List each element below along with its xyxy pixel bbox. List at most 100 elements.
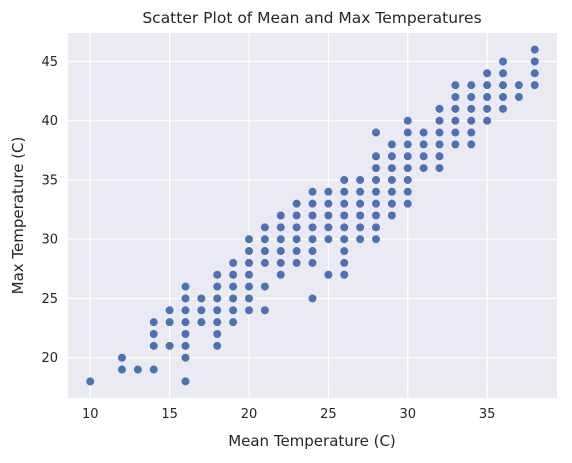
data-point [308,294,317,303]
data-point [213,294,222,303]
data-point [403,128,412,137]
data-point [483,104,492,113]
data-point [260,306,269,315]
data-point [308,247,317,256]
data-point [292,247,301,256]
data-point [117,365,126,374]
data-point [292,223,301,232]
data-point [451,140,460,149]
data-point [499,81,508,90]
data-point [530,81,539,90]
y-tick-labels: 20 25 30 35 40 45 [41,55,58,366]
data-point [324,223,333,232]
x-tick-label: 10 [82,407,99,422]
x-tick-label: 30 [399,407,416,422]
data-point [165,341,174,350]
data-point [340,223,349,232]
data-point [276,211,285,220]
data-point [372,152,381,161]
data-point [387,211,396,220]
data-point [260,282,269,291]
data-point [213,306,222,315]
data-point [387,187,396,196]
data-point [435,116,444,125]
data-point [356,175,365,184]
data-point [530,69,539,78]
data-point [467,140,476,149]
data-point [356,187,365,196]
data-point [340,211,349,220]
data-point [467,92,476,101]
data-points [86,45,539,386]
data-point [292,258,301,267]
data-point [133,365,142,374]
data-point [483,81,492,90]
data-point [149,365,158,374]
data-point [181,341,190,350]
data-point [213,330,222,339]
data-point [530,57,539,66]
data-point [276,258,285,267]
data-point [229,306,238,315]
data-point [403,199,412,208]
data-point [483,69,492,78]
data-point [260,235,269,244]
data-point [435,104,444,113]
data-point [181,353,190,362]
data-point [308,187,317,196]
data-point [213,318,222,327]
data-point [372,164,381,173]
data-point [276,270,285,279]
data-point [403,152,412,161]
data-point [356,223,365,232]
data-point [260,223,269,232]
y-tick-label: 20 [41,351,58,366]
data-point [308,258,317,267]
data-point [514,92,523,101]
data-point [403,175,412,184]
data-point [340,175,349,184]
data-point [499,92,508,101]
data-point [356,211,365,220]
data-point [451,116,460,125]
x-tick-label: 20 [241,407,258,422]
data-point [403,140,412,149]
data-point [483,116,492,125]
data-point [372,175,381,184]
data-point [229,270,238,279]
data-point [244,247,253,256]
data-point [292,199,301,208]
data-point [244,258,253,267]
data-point [387,175,396,184]
data-point [197,318,206,327]
data-point [292,235,301,244]
data-point [229,282,238,291]
data-point [149,318,158,327]
data-point [213,341,222,350]
grid-lines [68,33,557,398]
data-point [181,306,190,315]
data-point [197,294,206,303]
x-axis-label: Mean Temperature (C) [228,432,396,450]
data-point [435,128,444,137]
data-point [292,211,301,220]
data-point [181,282,190,291]
data-point [324,235,333,244]
data-point [435,164,444,173]
data-point [324,211,333,220]
data-point [340,199,349,208]
data-point [419,152,428,161]
data-point [435,152,444,161]
data-point [467,116,476,125]
data-point [324,187,333,196]
data-point [213,270,222,279]
data-point [387,199,396,208]
data-point [372,199,381,208]
data-point [181,330,190,339]
data-point [340,187,349,196]
data-point [181,294,190,303]
data-point [419,164,428,173]
chart-title: Scatter Plot of Mean and Max Temperature… [142,9,481,27]
data-point [165,318,174,327]
